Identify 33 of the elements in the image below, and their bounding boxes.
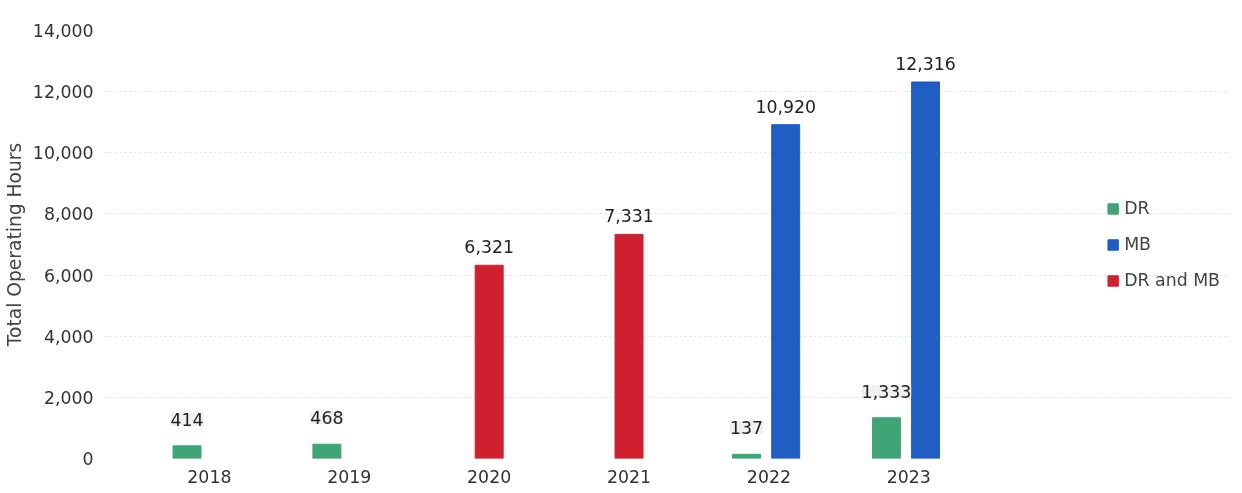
bar [911,81,941,459]
data-label: 7,331 [604,206,654,227]
bar [614,233,644,459]
y-tick-label: 6,000 [43,265,94,286]
bar [871,417,901,459]
y-tick-label: 12,000 [32,82,94,103]
data-label: 137 [729,418,764,439]
data-label: 1,333 [861,381,912,402]
y-tick-label: 2,000 [43,387,94,408]
legend-label: DR [1124,198,1150,218]
y-tick-label: 0 [82,449,94,469]
y-tick-label: 4,000 [43,326,94,347]
y-tick-label: 14,000 [32,21,94,41]
y-tick-label: 8,000 [43,204,94,225]
data-label: 10,920 [755,96,817,117]
bar [172,445,202,459]
data-label: 12,316 [895,53,956,74]
data-label: 468 [310,408,344,429]
legend-label: MB [1124,234,1151,254]
data-label: 6,321 [464,237,514,258]
x-tick-label: 2018 [187,466,232,487]
x-tick-label: 2019 [327,466,372,487]
x-tick-label: 2020 [467,466,512,487]
bar [771,124,801,459]
x-tick-label: 2021 [606,466,652,487]
y-axis-title: Total Operating Hours [3,142,25,348]
data-label: 414 [170,409,204,430]
x-tick-label: 2023 [886,466,931,487]
y-tick-label: 10,000 [32,143,94,164]
x-tick-label: 2022 [746,466,791,487]
legend-label: DR and MB [1124,270,1220,290]
bar [312,443,342,459]
bar [474,264,504,459]
